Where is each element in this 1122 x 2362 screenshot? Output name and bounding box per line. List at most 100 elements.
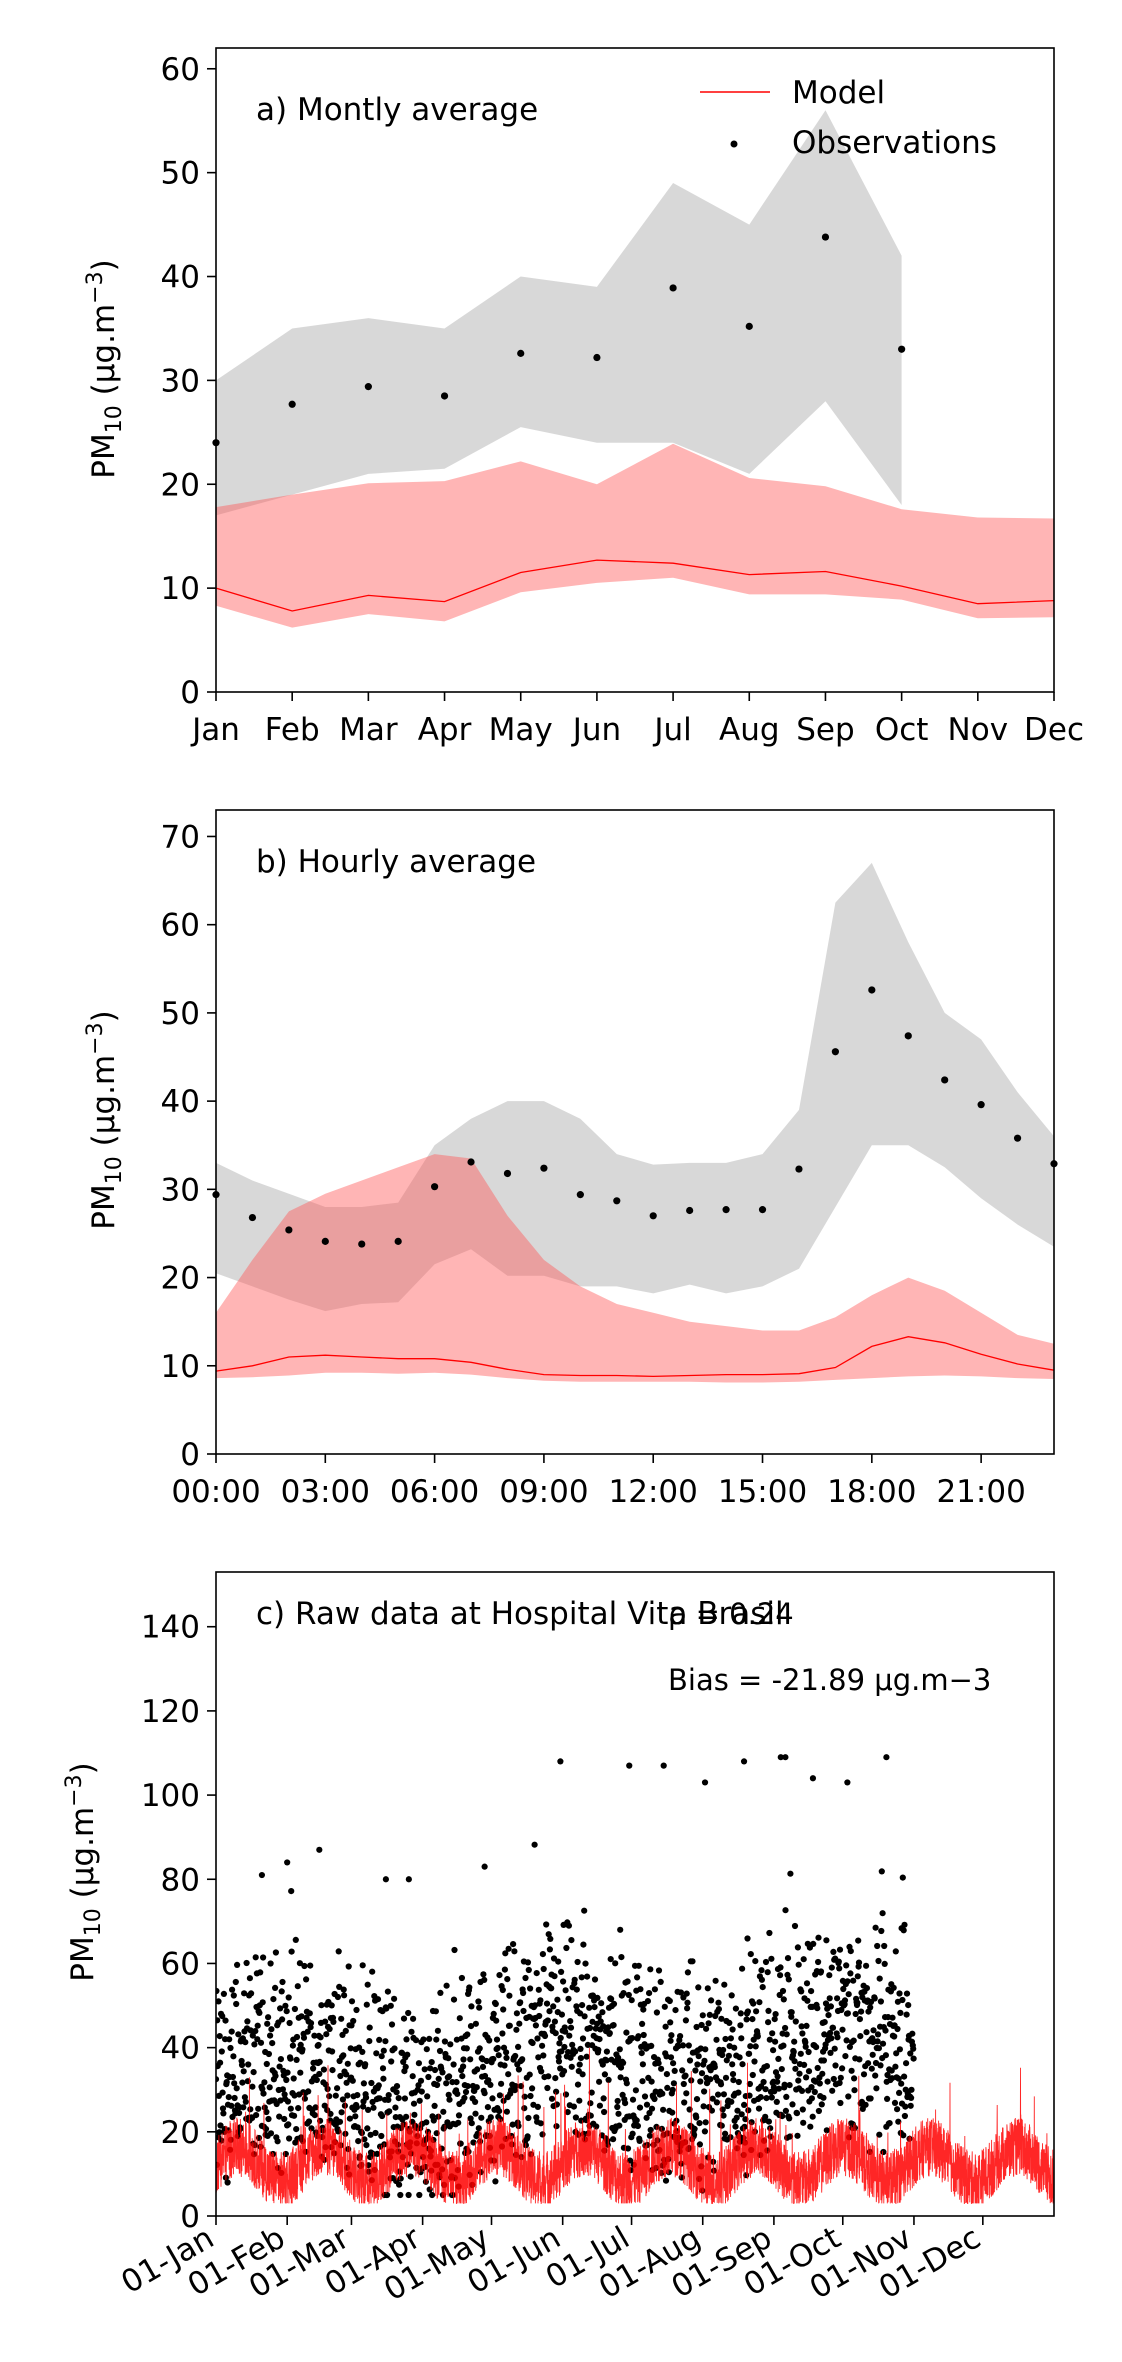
panel-a-frame: [215, 47, 1055, 693]
observation-point: [367, 2131, 374, 2138]
observation-point: [263, 2108, 270, 2116]
observation-point: [397, 2191, 404, 2199]
observation-point: [338, 2109, 345, 2116]
observation-point: [327, 2110, 334, 2117]
panel-b-y-tick-label: 40: [161, 1084, 200, 1120]
observation-point: [410, 2100, 418, 2107]
panel-c-y-axis-label: PM10 (μg.m−3): [62, 1762, 106, 1981]
observation-point: [499, 2030, 506, 2037]
observation-point: [679, 2042, 687, 2049]
observation-point: [218, 2137, 225, 2144]
observation-point: [558, 1968, 565, 1975]
observation-point: [836, 2079, 843, 2087]
observation-point: [765, 2007, 772, 2014]
observation-point: [774, 2078, 781, 2085]
observation-point: [525, 1966, 532, 1974]
observation-point: [563, 1944, 570, 1952]
observation-point: [720, 2091, 728, 2098]
observation-point: [231, 2094, 238, 2102]
observation-point: [682, 2072, 689, 2079]
observation-point: [711, 2064, 718, 2071]
observation-point: [777, 1754, 784, 1761]
observation-point: [580, 1941, 587, 1948]
observation-point: [813, 2044, 820, 2051]
observation-point: [417, 2077, 425, 2084]
observation-point: [291, 2005, 298, 2013]
observation-point: [595, 2046, 602, 2053]
observation-point: [336, 2118, 344, 2125]
observation-point: [251, 2041, 258, 2048]
observation-point: [662, 2177, 670, 2184]
observation-point: [512, 2052, 519, 2060]
observation-point: [820, 2094, 827, 2101]
panel-b-x-tick-label: 03:00: [281, 1474, 370, 1510]
observation-point: [487, 2081, 494, 2088]
observation-point: [247, 2027, 254, 2034]
observation-point: [238, 2061, 246, 2069]
observations-range-band: [216, 110, 902, 516]
observation-point: [712, 1977, 719, 1984]
observation-point: [289, 2042, 296, 2049]
observation-point: [464, 2031, 471, 2038]
observation-point: [802, 2043, 809, 2050]
observation-point: [894, 2025, 901, 2033]
observation-point: [496, 2108, 503, 2115]
observation-point: [800, 1956, 807, 1963]
observation-point: [863, 2029, 870, 2036]
observation-point: [629, 2035, 636, 2042]
observation-point: [638, 2050, 645, 2057]
observation-point: [562, 2091, 570, 2098]
observation-point: [620, 1990, 627, 1997]
observation-point: [321, 1237, 329, 1245]
panel-a-x-tick-label: Jul: [652, 712, 691, 748]
observation-point: [512, 2083, 519, 2090]
observation-point: [574, 2081, 582, 2088]
observation-point: [416, 2191, 423, 2199]
observation-point: [550, 2003, 557, 2010]
observation-point: [394, 1237, 402, 1245]
observation-point: [436, 2047, 444, 2055]
observation-point: [375, 2082, 382, 2089]
observation-point: [675, 2043, 682, 2050]
observation-point: [522, 1974, 529, 1982]
observation-point: [494, 2044, 501, 2052]
observation-point: [787, 1870, 794, 1877]
observation-point: [633, 2117, 640, 2124]
observation-point: [236, 2109, 243, 2117]
observation-point: [501, 1966, 508, 1973]
observation-point: [334, 1993, 341, 2001]
observation-point: [821, 2019, 828, 2026]
observation-point: [503, 2108, 510, 2115]
observation-point: [430, 2117, 437, 2124]
observation-point: [349, 2077, 356, 2084]
observation-point: [595, 2013, 602, 2020]
observation-point: [820, 2057, 828, 2064]
observation-point: [326, 2025, 333, 2033]
observation-point: [242, 2098, 249, 2105]
observation-point: [577, 2045, 584, 2052]
observation-point: [772, 2011, 779, 2018]
observation-point: [354, 2124, 361, 2131]
observation-point: [216, 1987, 220, 1995]
panel-b-x-tick-label: 09:00: [499, 1474, 588, 1510]
observation-point: [647, 1966, 654, 1973]
observation-point: [808, 2095, 816, 2102]
model-line: [215, 1336, 1055, 1378]
observation-point: [431, 2066, 439, 2074]
observation-point: [458, 1974, 465, 1982]
observation-point: [565, 1995, 572, 2002]
model-range-band: [216, 1154, 1054, 1383]
observation-point: [359, 2048, 366, 2055]
observation-point: [636, 2104, 644, 2111]
observation-point: [584, 1973, 591, 1980]
observation-point: [555, 2058, 563, 2065]
panel-b-y-tick-label: 0: [180, 1437, 200, 1473]
observation-point: [829, 2024, 837, 2031]
observation-point: [466, 1984, 473, 1991]
observation-point: [816, 2080, 823, 2087]
observation-point: [653, 2009, 661, 2016]
observation-point: [903, 2011, 910, 2018]
observation-point: [578, 1974, 585, 1981]
observation-point: [772, 2038, 779, 2045]
observation-point: [468, 2003, 475, 2010]
